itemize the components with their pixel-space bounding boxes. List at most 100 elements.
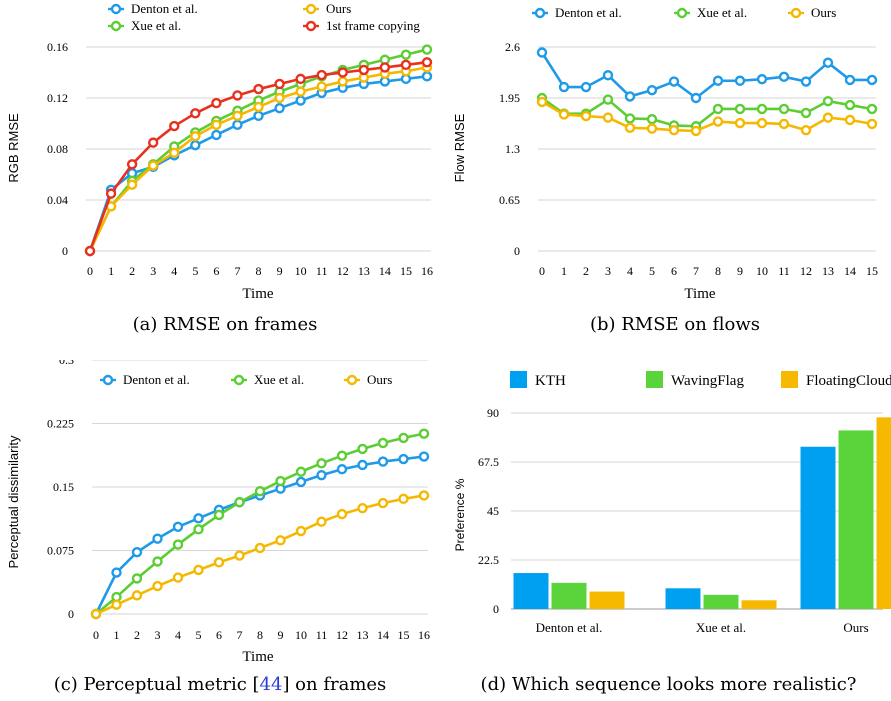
data-point-b-ours-0 [536, 96, 548, 108]
data-point-c-xue-et-al-6 [213, 509, 225, 521]
data-point-a-denton-et-al-9 [274, 102, 285, 114]
data-point-c-xue-et-al-10 [295, 466, 307, 477]
data-point-b-denton-et-al-0 [536, 47, 548, 58]
y-tick-label-c-0: 0 [68, 607, 74, 621]
data-point-a-ours-10 [295, 86, 306, 97]
legend-marker-a-xue-et-al [110, 20, 122, 32]
data-point-b-denton-et-al-4 [624, 91, 636, 102]
legend-label-d-floatingcloud: FloatingCloud [806, 373, 891, 389]
series-line-a-ours [88, 66, 428, 252]
data-point-b-denton-et-al-1 [558, 81, 570, 93]
y-tick-label-b-3: 1.95 [499, 91, 520, 105]
gridlines-a [86, 46, 431, 252]
data-point-c-xue-et-al-16 [418, 428, 430, 439]
legend-label-b-xue-et-al: Xue et al. [697, 5, 747, 20]
data-point-c-ours-8 [254, 542, 266, 554]
data-point-b-xue-et-al-9 [734, 103, 746, 115]
chart-d: KTH WavingFlag FloatingCloud 0 22.5 45 67.5 90… [453, 371, 891, 635]
caption-c-citation[interactable]: 44 [259, 674, 283, 695]
data-point-b-denton-et-al-3 [602, 70, 614, 81]
x-axis-label-c: Time [242, 649, 273, 665]
data-point-b-xue-et-al-13 [822, 95, 834, 107]
data-point-a-1st-frame-copying-8 [253, 83, 264, 95]
legend-label-a-1st-frame-copying: 1st frame copying [326, 18, 420, 33]
data-point-c-ours-2 [131, 590, 143, 601]
data-point-b-ours-7 [690, 125, 702, 137]
caption-b: (b) RMSE on flows [589, 314, 761, 335]
data-point-a-ours-12 [337, 76, 348, 87]
data-point-c-denton-et-al-5 [193, 513, 204, 524]
data-point-b-ours-11 [778, 118, 790, 130]
chart-a: Denton et al. Xue et al. Ours 1st frame cop… [6, 1, 433, 302]
legend-swatch-d-wavingflag [646, 371, 663, 388]
x-tick-label-a-5: 5 [192, 264, 198, 278]
legend-label-d-kth: KTH [535, 373, 566, 389]
caption-a: (a) RMSE on frames [132, 314, 318, 335]
x-tick-label-c-1: 1 [114, 628, 120, 642]
data-point-a-1st-frame-copying-15 [400, 59, 412, 71]
y-tick-label-c-4: 0.3 [59, 360, 74, 367]
data-point-c-xue-et-al-11 [316, 458, 327, 469]
x-tick-label-a-16: 16 [421, 264, 433, 278]
caption-c-suffix: ] on frames [282, 674, 387, 695]
legend-swatch-d-floatingcloud [781, 371, 798, 388]
data-point-c-denton-et-al-1 [111, 567, 122, 578]
data-point-c-xue-et-al-2 [131, 573, 143, 584]
data-point-a-1st-frame-copying-10 [295, 73, 306, 85]
data-point-c-denton-et-al-13 [357, 459, 368, 471]
series-line-b-denton-et-al [540, 51, 872, 100]
data-point-b-xue-et-al-5 [646, 113, 658, 125]
legend-marker-b-denton-et-al [534, 7, 546, 19]
x-tick-label-a-6: 6 [213, 264, 219, 278]
data-point-b-xue-et-al-11 [778, 103, 790, 115]
bar-ours-kth [800, 446, 836, 609]
x-tick-label-d-0: Denton et al. [536, 620, 603, 635]
legend-label-b-ours: Ours [811, 5, 836, 20]
data-point-c-ours-6 [213, 557, 225, 568]
data-point-c-ours-3 [152, 580, 163, 592]
legend-marker-a-1st-frame-copying [305, 20, 317, 32]
legend-label-b-denton-et-al: Denton et al. [555, 5, 622, 20]
y-axis-label-d: Preference % [453, 478, 467, 551]
x-tick-label-a-11: 11 [316, 264, 328, 278]
data-point-a-denton-et-al-16 [421, 71, 433, 82]
data-point-c-xue-et-al-3 [152, 556, 163, 567]
data-point-b-ours-2 [580, 110, 592, 122]
data-point-a-1st-frame-copying-3 [147, 137, 159, 148]
data-point-c-ours-4 [172, 572, 184, 583]
legend-d: KTH WavingFlag FloatingCloud [510, 371, 891, 389]
data-point-b-denton-et-al-13 [822, 57, 834, 68]
bar-denton-et-al-wavingflag [551, 582, 587, 609]
data-point-b-ours-8 [712, 116, 724, 127]
data-point-c-xue-et-al-7 [234, 497, 245, 508]
legend-label-c-xue-et-al: Xue et al. [254, 372, 304, 387]
y-axis-label-c: Perceptual dissimilarity [6, 435, 21, 568]
bar-xue-et-al-floatingcloud [741, 600, 777, 609]
data-point-c-xue-et-al-15 [398, 432, 409, 444]
data-point-b-denton-et-al-11 [778, 71, 790, 83]
bar-ours-floatingcloud [876, 417, 891, 609]
x-tick-label-b-9: 9 [737, 264, 743, 278]
series-line-c-xue-et-al [95, 432, 425, 616]
data-point-a-denton-et-al-7 [232, 119, 243, 130]
data-point-b-denton-et-al-8 [712, 75, 724, 86]
data-point-a-ours-4 [169, 147, 180, 159]
data-point-b-xue-et-al-12 [800, 107, 812, 119]
y-tick-label-a-0: 0 [62, 244, 68, 258]
data-point-a-1st-frame-copying-11 [316, 69, 327, 81]
data-point-b-xue-et-al-15 [866, 103, 878, 115]
y-tick-label-b-0: 0 [514, 244, 520, 258]
series-line-c-ours [95, 494, 425, 616]
x-tick-label-c-4: 4 [175, 628, 181, 642]
data-point-c-ours-5 [193, 564, 204, 576]
data-point-a-1st-frame-copying-12 [337, 67, 348, 78]
data-point-b-denton-et-al-5 [646, 84, 658, 96]
legend-swatch-d-kth [510, 371, 527, 388]
chart-c: Denton et al. Xue et al. Ours 0 0.075 0.15 0.… [6, 360, 430, 665]
x-tick-label-a-13: 13 [358, 264, 370, 278]
data-point-a-denton-et-al-5 [190, 139, 201, 151]
data-point-b-denton-et-al-14 [844, 74, 856, 86]
y-axis-label-a: RGB RMSE [6, 113, 21, 183]
data-point-a-ours-8 [253, 101, 264, 113]
